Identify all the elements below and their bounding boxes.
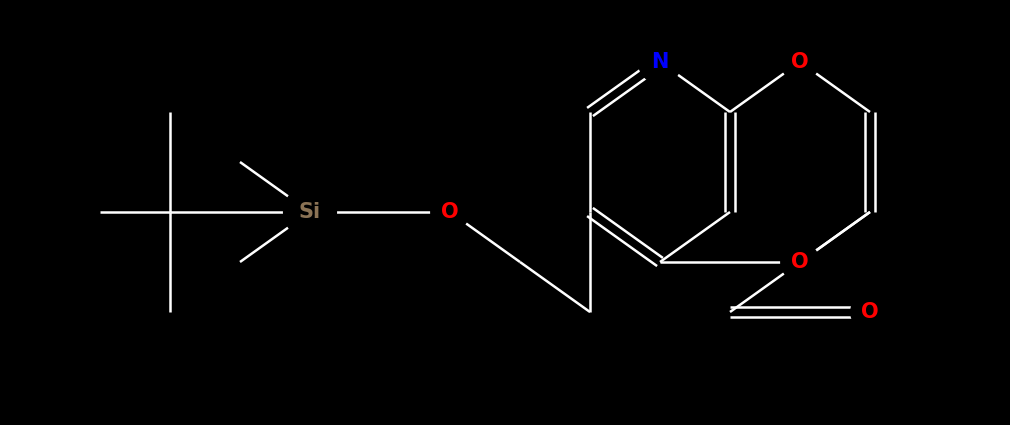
- Text: O: O: [441, 202, 459, 222]
- Text: N: N: [651, 52, 669, 72]
- Circle shape: [431, 193, 470, 231]
- Text: O: O: [862, 302, 879, 322]
- Text: O: O: [791, 52, 809, 72]
- Circle shape: [850, 293, 889, 331]
- Text: O: O: [791, 252, 809, 272]
- Text: Si: Si: [299, 202, 321, 222]
- Circle shape: [284, 186, 336, 238]
- Circle shape: [638, 40, 682, 84]
- Circle shape: [781, 43, 819, 81]
- Circle shape: [781, 243, 819, 281]
